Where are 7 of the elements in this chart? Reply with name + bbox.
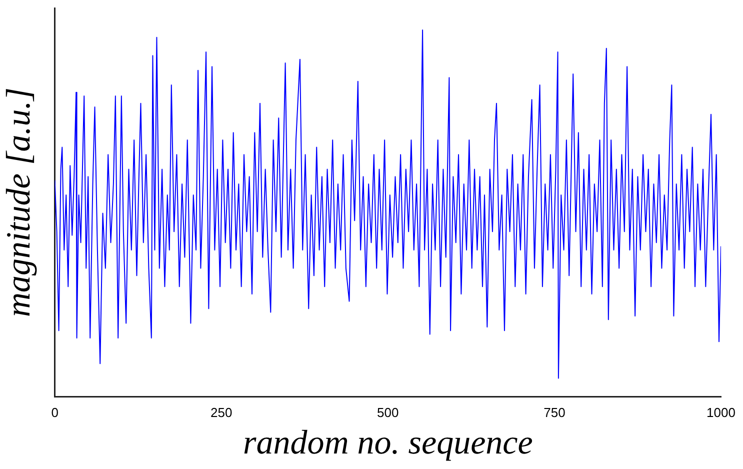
x-tick-label: 750 (544, 404, 566, 420)
x-tick-label: 0 (51, 404, 58, 420)
x-tick-label: 250 (210, 404, 232, 420)
y-axis-title: magnitude [a.u.] (0, 88, 38, 318)
x-axis-title: random no. sequence (242, 424, 533, 462)
x-tick-label: 500 (377, 404, 399, 420)
x-tick-label: 1000 (706, 404, 736, 420)
